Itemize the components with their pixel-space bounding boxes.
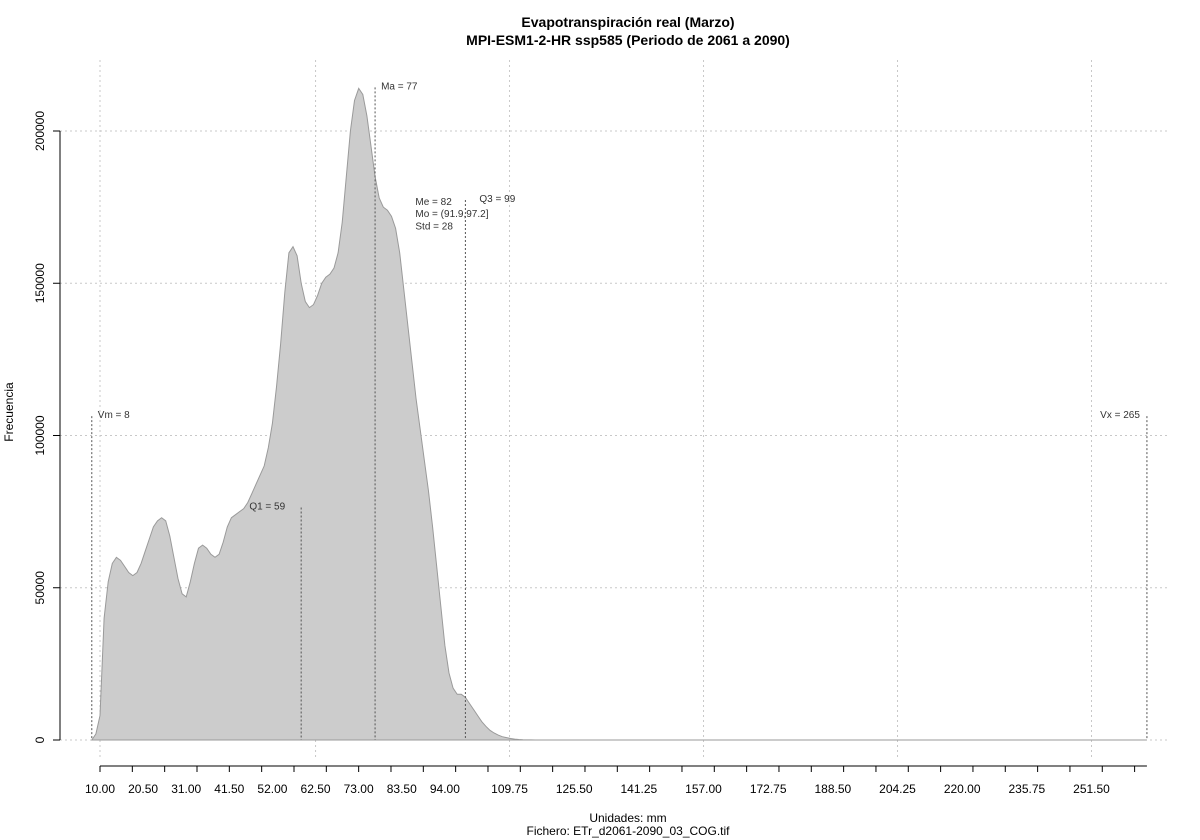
x-tick-label: 52.00	[257, 782, 287, 796]
x-tick-label: 31.00	[171, 782, 201, 796]
x-tick-label: 41.50	[214, 782, 244, 796]
x-tick-label: 20.50	[128, 782, 158, 796]
x-tick-label: 251.50	[1073, 782, 1110, 796]
x-tick-label: 235.75	[1008, 782, 1045, 796]
footnote: Fichero: ETr_d2061-2090_03_COG.tif	[527, 824, 731, 838]
x-tick-label: 109.75	[491, 782, 528, 796]
x-tick-label: 204.25	[879, 782, 916, 796]
annotation-label: Vm = 8	[98, 410, 130, 421]
chart-title: Evapotranspiración real (Marzo)	[521, 14, 734, 30]
density-area	[90, 87, 1147, 741]
x-tick-label: 141.25	[621, 782, 658, 796]
statistic-lines	[91, 87, 1148, 740]
axes: 0 50000 100000 150000 200000 10.00 20.50 31.00 4…	[33, 111, 1147, 796]
density-series	[90, 87, 1147, 741]
x-tick-label: 94.00	[430, 782, 460, 796]
annotation-label: Mo = (91.9,97.2]	[415, 209, 488, 220]
y-tick-label: 200000	[33, 111, 47, 151]
y-tick-label: 150000	[33, 263, 47, 303]
x-tick-label: 188.50	[814, 782, 851, 796]
x-tick-label: 125.50	[556, 782, 593, 796]
x-tick-label: 172.75	[750, 782, 787, 796]
x-tick-label: 83.50	[387, 782, 417, 796]
x-tick-label: 62.50	[301, 782, 331, 796]
chart-subtitle: MPI-ESM1-2-HR ssp585 (Periodo de 2061 a …	[466, 32, 790, 48]
annotation-label: Ma = 77	[381, 81, 418, 92]
annotation-label: Vx = 265	[1100, 410, 1140, 421]
x-tick-label: 220.00	[944, 782, 981, 796]
y-tick-label: 50000	[33, 571, 47, 605]
annotation-label: Q3 = 99	[479, 194, 515, 205]
x-axis-label: Unidades: mm	[589, 811, 666, 825]
annotation-label: Q1 = 59	[249, 502, 285, 513]
annotation-label: Me = 82	[415, 197, 452, 208]
annotation-label: Std = 28	[415, 221, 453, 232]
x-tick-label: 10.00	[85, 782, 115, 796]
y-tick-label: 0	[33, 736, 47, 743]
x-tick-label: 73.00	[344, 782, 374, 796]
x-tick-label: 157.00	[685, 782, 722, 796]
y-axis-label: Frecuencia	[2, 382, 16, 442]
y-tick-label: 100000	[33, 415, 47, 455]
